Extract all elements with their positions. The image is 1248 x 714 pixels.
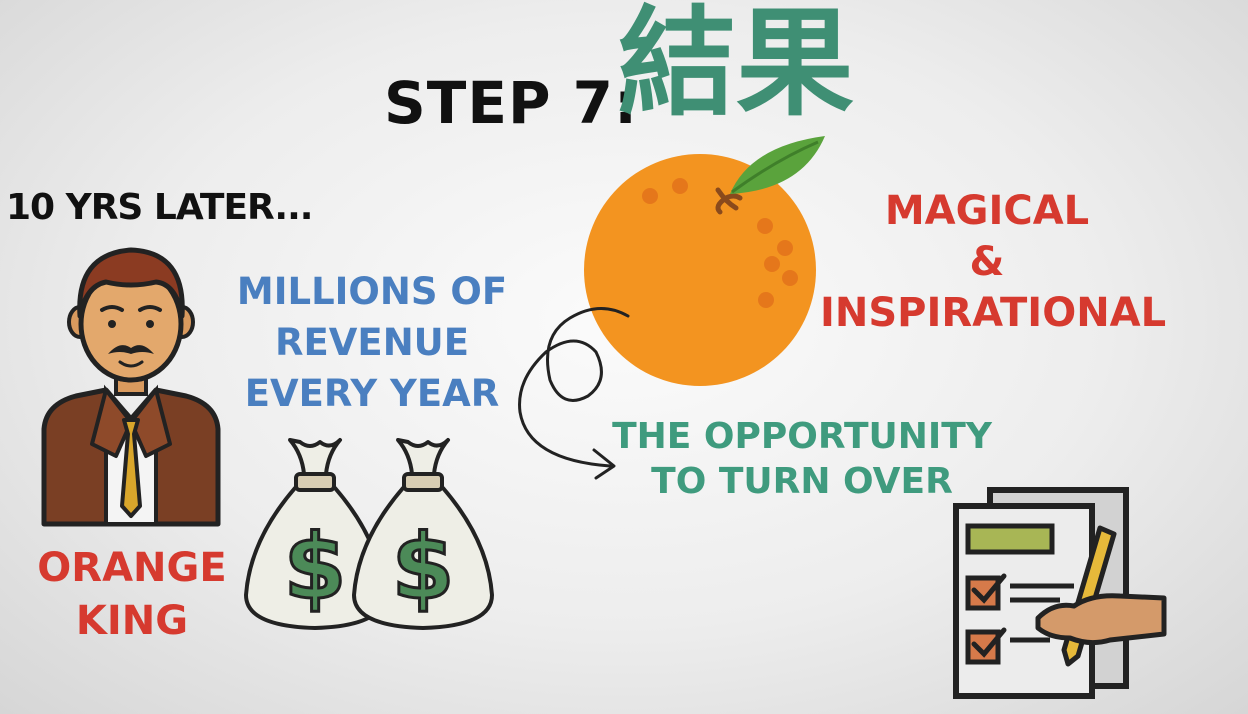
step-label: STEP 7: [384, 69, 639, 137]
curly-arrow-icon [518, 306, 630, 480]
opportunity-line-2: TO TURN OVER [651, 461, 953, 502]
dollar-sign: $ [392, 515, 455, 620]
dollar-sign: $ [284, 515, 347, 620]
orange-fruit-icon [584, 136, 825, 386]
opportunity-caption: THE OPPORTUNITY TO TURN OVER [612, 414, 992, 504]
qualities-line-3: INSPIRATIONAL [820, 290, 1167, 336]
revenue-line-2: REVENUE [275, 321, 469, 364]
qualities-caption: MAGICAL & INSPIRATIONAL [820, 186, 1167, 339]
money-bag-icon: $ [244, 438, 386, 630]
orange-king-line-1: ORANGE [37, 545, 227, 591]
orange-king-line-2: KING [75, 598, 189, 644]
ten-years-later-caption: 10 YRS LATER... [6, 187, 313, 228]
revenue-line-1: MILLIONS OF [236, 270, 508, 313]
money-bag-icon: $ [352, 438, 494, 630]
revenue-line-3: EVERY YEAR [244, 372, 500, 415]
step-title-kanji: 結果 [618, 0, 855, 132]
businessman-illustration [41, 247, 221, 527]
revenue-caption: MILLIONS OF REVENUE EVERY YEAR [236, 266, 508, 419]
opportunity-line-1: THE OPPORTUNITY [612, 416, 992, 457]
orange-king-caption: ORANGE KING [32, 542, 232, 648]
qualities-line-2: & [969, 239, 1005, 285]
qualities-line-1: MAGICAL [884, 188, 1090, 234]
checklist-clipboard-icon [953, 487, 1167, 699]
